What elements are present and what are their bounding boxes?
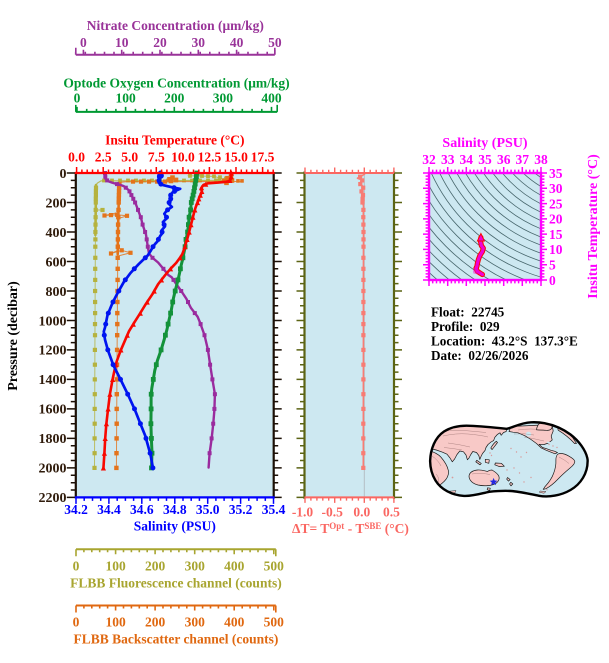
svg-text:Insitu Temperature (°C): Insitu Temperature (°C) xyxy=(586,154,601,299)
svg-text:400: 400 xyxy=(261,91,282,106)
svg-text:30: 30 xyxy=(192,35,206,50)
svg-text:200: 200 xyxy=(46,196,67,211)
svg-text:1600: 1600 xyxy=(39,403,67,418)
svg-text:300: 300 xyxy=(185,559,206,574)
svg-text:34.2: 34.2 xyxy=(64,502,88,517)
svg-text:1000: 1000 xyxy=(39,314,67,329)
svg-text:0: 0 xyxy=(73,559,80,574)
svg-text:15: 15 xyxy=(549,227,563,242)
svg-text:0: 0 xyxy=(73,615,80,630)
svg-text:0: 0 xyxy=(80,35,87,50)
svg-text:10: 10 xyxy=(549,242,563,257)
svg-text:Float: 22745: Float: 22745 xyxy=(431,305,505,320)
svg-text:500: 500 xyxy=(264,615,285,630)
svg-text:37: 37 xyxy=(516,152,530,167)
svg-text:35: 35 xyxy=(478,152,492,167)
svg-text:10.0: 10.0 xyxy=(171,150,195,165)
svg-text:300: 300 xyxy=(213,91,234,106)
svg-text:10: 10 xyxy=(115,35,129,50)
svg-text:0: 0 xyxy=(60,167,67,182)
svg-text:20: 20 xyxy=(153,35,167,50)
svg-text:0.5: 0.5 xyxy=(383,505,400,520)
svg-text:32: 32 xyxy=(422,152,436,167)
svg-text:FLBB Backscatter channel (coun: FLBB Backscatter channel (counts) xyxy=(73,632,278,647)
svg-text:35.4: 35.4 xyxy=(262,502,286,517)
svg-text:100: 100 xyxy=(105,615,126,630)
svg-text:200: 200 xyxy=(145,615,166,630)
svg-text:0: 0 xyxy=(74,91,81,106)
svg-text:40: 40 xyxy=(230,35,244,50)
svg-text:20: 20 xyxy=(549,212,563,227)
svg-text:17.5: 17.5 xyxy=(251,150,275,165)
svg-text:0: 0 xyxy=(549,273,556,288)
svg-text:1400: 1400 xyxy=(39,373,67,388)
svg-text:Salinity (PSU): Salinity (PSU) xyxy=(442,136,528,151)
svg-text:2200: 2200 xyxy=(39,491,67,506)
svg-text:35.2: 35.2 xyxy=(229,502,253,517)
svg-text:34.8: 34.8 xyxy=(163,502,187,517)
svg-text:34.6: 34.6 xyxy=(130,502,154,517)
svg-text:Optode Oxygen Concentration (μ: Optode Oxygen Concentration (μm/kg) xyxy=(63,76,289,91)
svg-text:25: 25 xyxy=(549,196,563,211)
svg-text:7.5: 7.5 xyxy=(148,150,165,165)
svg-text:-0.5: -0.5 xyxy=(322,505,344,520)
svg-text:0.0: 0.0 xyxy=(68,150,85,165)
svg-text:12.5: 12.5 xyxy=(198,150,222,165)
svg-text:ΔT= TOpt - TSBE (°C): ΔT= TOpt - TSBE (°C) xyxy=(292,521,409,536)
svg-text:35.0: 35.0 xyxy=(196,502,220,517)
svg-text:200: 200 xyxy=(164,91,185,106)
svg-text:100: 100 xyxy=(115,91,136,106)
svg-text:300: 300 xyxy=(185,615,206,630)
svg-text:Pressure (decibar): Pressure (decibar) xyxy=(6,281,21,391)
svg-text:400: 400 xyxy=(46,226,67,241)
svg-text:1200: 1200 xyxy=(39,344,67,359)
svg-text:36: 36 xyxy=(497,152,511,167)
svg-text:400: 400 xyxy=(224,615,245,630)
svg-text:100: 100 xyxy=(105,559,126,574)
svg-text:5.0: 5.0 xyxy=(121,150,138,165)
svg-text:50: 50 xyxy=(268,35,282,50)
svg-text:800: 800 xyxy=(46,285,67,300)
svg-text:Profile: 029: Profile: 029 xyxy=(431,319,500,334)
svg-text:Insitu Temperature (°C): Insitu Temperature (°C) xyxy=(105,133,244,148)
svg-text:1800: 1800 xyxy=(39,432,67,447)
svg-text:30: 30 xyxy=(549,181,563,196)
svg-text:-1.0: -1.0 xyxy=(292,505,314,520)
svg-text:34: 34 xyxy=(460,152,474,167)
svg-text:2.5: 2.5 xyxy=(95,150,112,165)
svg-text:34.4: 34.4 xyxy=(97,502,121,517)
svg-text:38: 38 xyxy=(534,152,548,167)
svg-text:2000: 2000 xyxy=(39,462,67,477)
svg-text:35: 35 xyxy=(549,166,563,181)
svg-text:33: 33 xyxy=(441,152,455,167)
svg-text:Location: 43.2°S 137.3°E: Location: 43.2°S 137.3°E xyxy=(431,334,578,349)
svg-text:FLBB Fluorescence channel (cou: FLBB Fluorescence channel (counts) xyxy=(70,576,282,591)
svg-text:Salinity (PSU): Salinity (PSU) xyxy=(134,519,216,534)
svg-text:0.0: 0.0 xyxy=(353,505,370,520)
svg-text:15.0: 15.0 xyxy=(224,150,248,165)
svg-text:5: 5 xyxy=(549,258,556,273)
svg-text:Date: 02/26/2026: Date: 02/26/2026 xyxy=(431,348,529,363)
svg-text:Nitrate Concentration (μm/kg): Nitrate Concentration (μm/kg) xyxy=(87,18,264,33)
svg-text:200: 200 xyxy=(145,559,166,574)
svg-text:500: 500 xyxy=(264,559,285,574)
svg-text:400: 400 xyxy=(224,559,245,574)
svg-text:600: 600 xyxy=(46,255,67,270)
